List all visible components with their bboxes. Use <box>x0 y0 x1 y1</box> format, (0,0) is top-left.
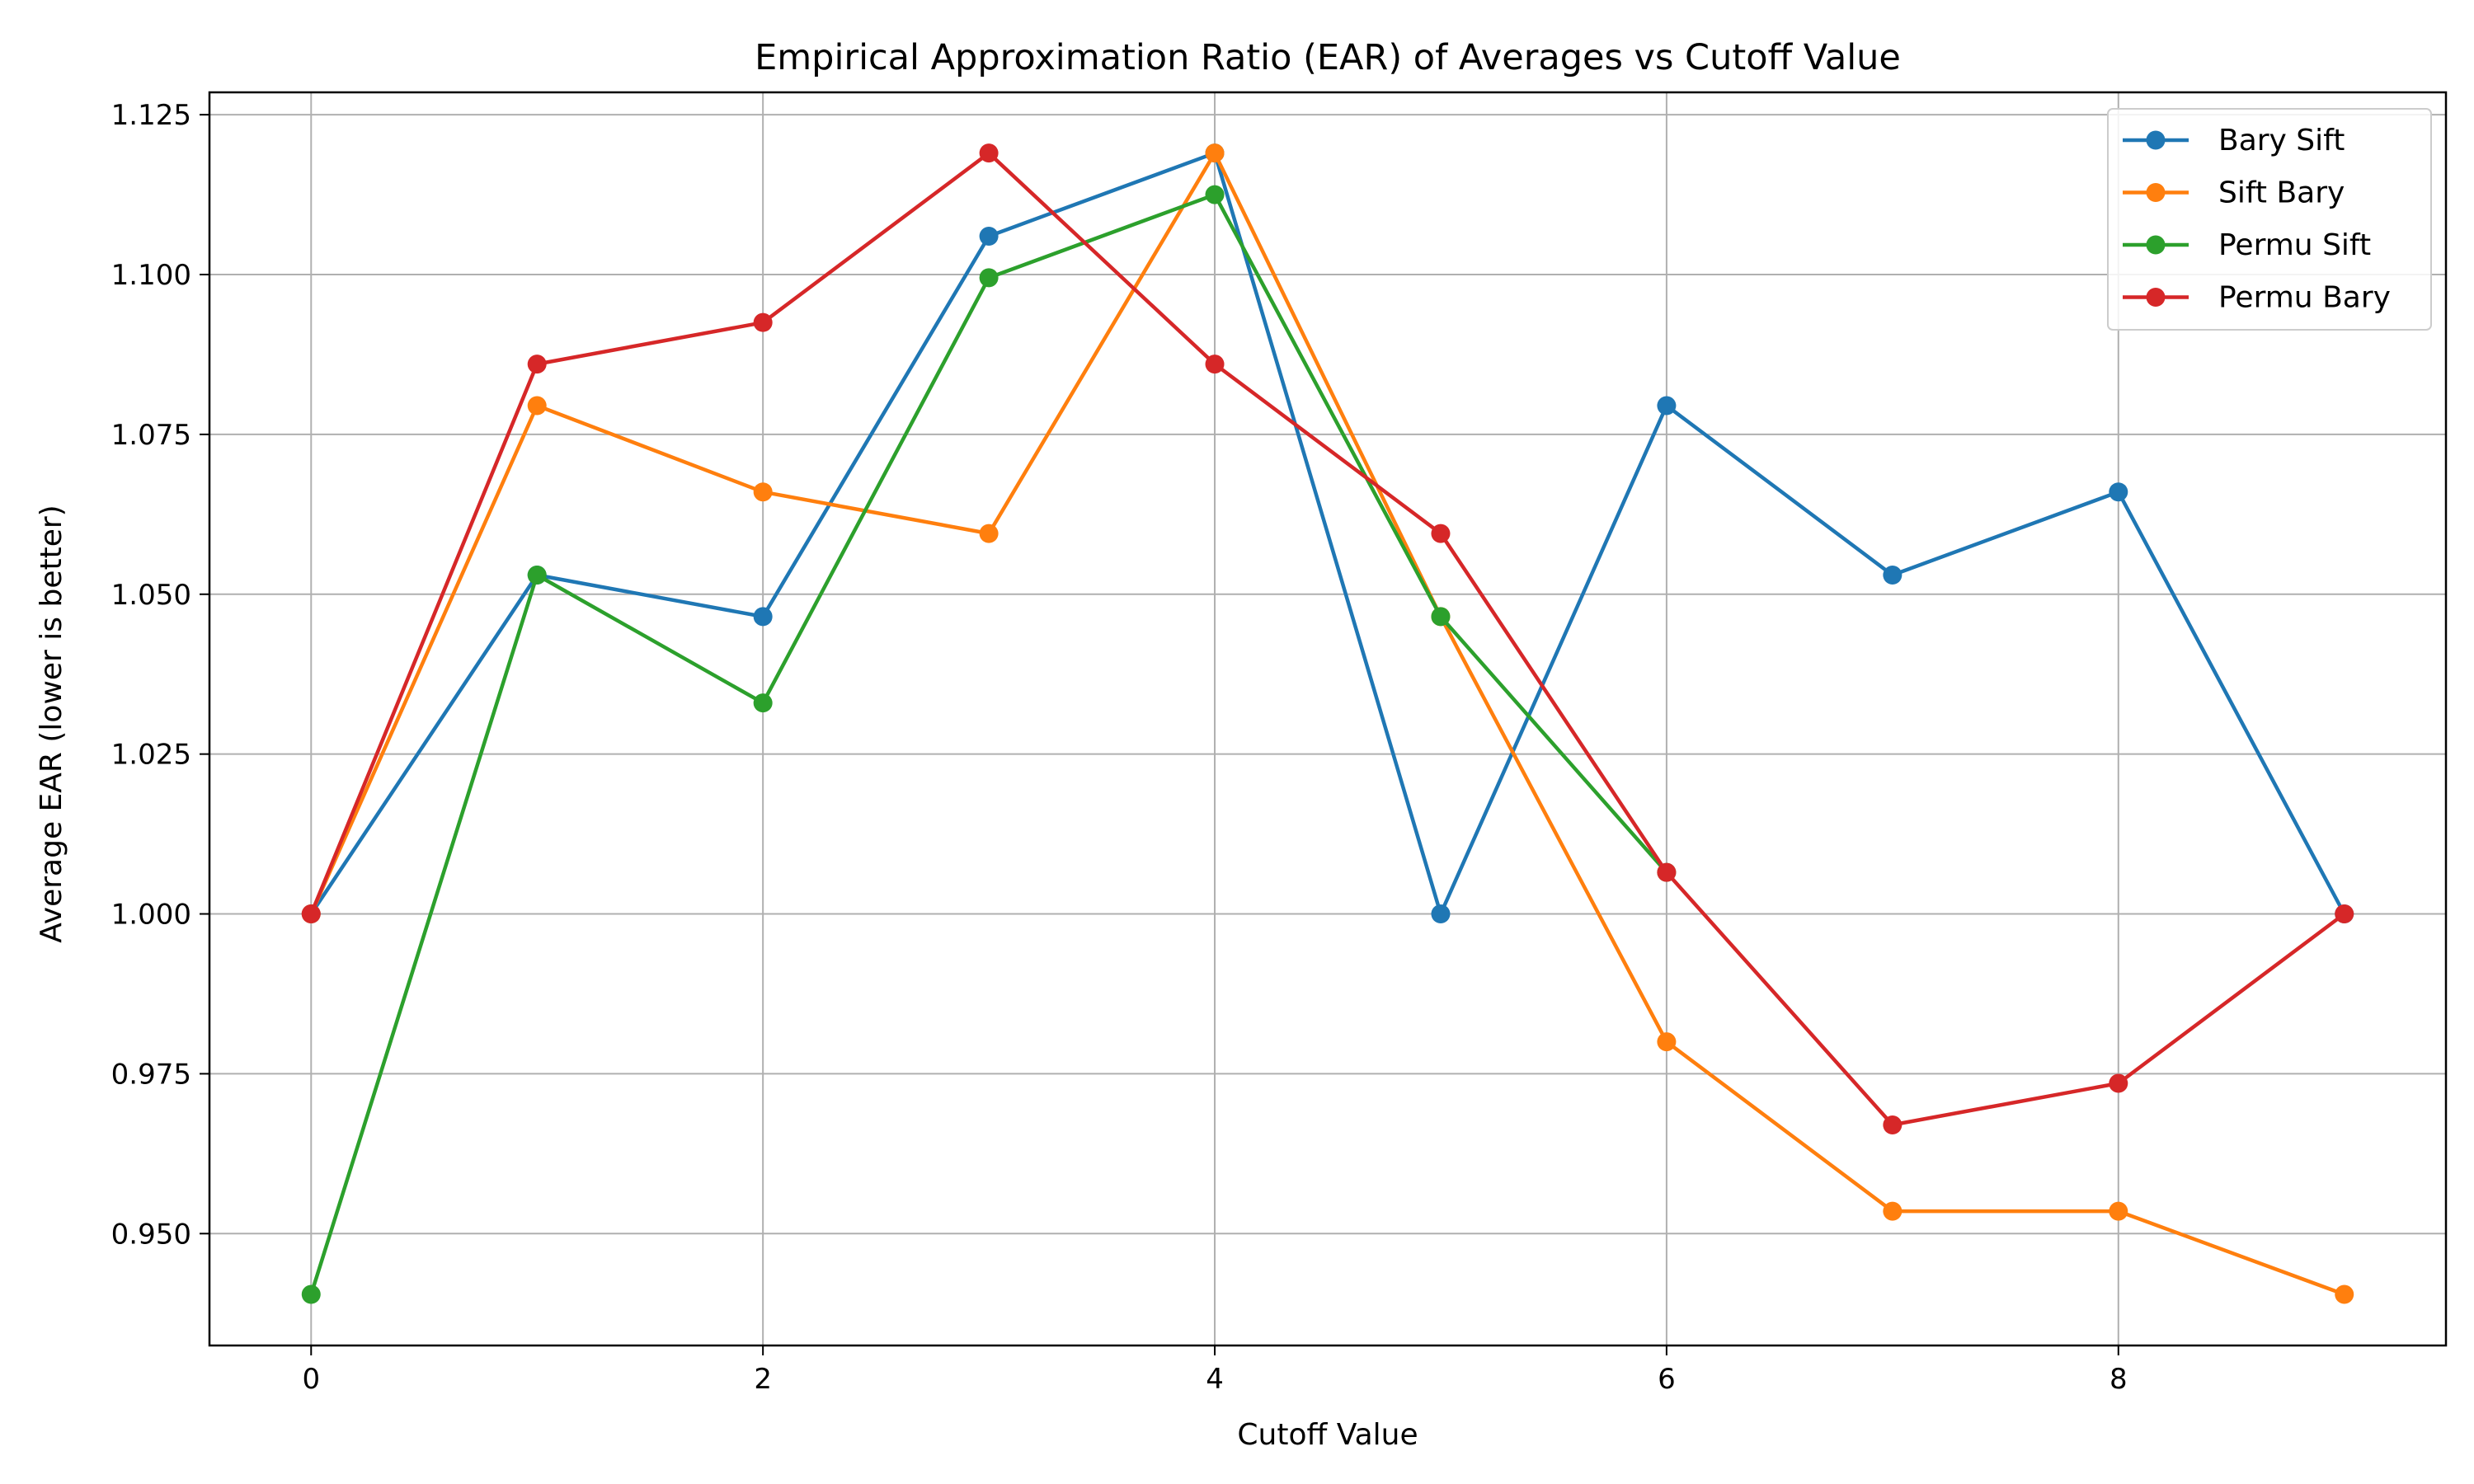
x-axis-label: Cutoff Value <box>1237 1418 1418 1452</box>
y-axis-ticks: 0.950 0.975 1.000 1.025 1.050 1.075 1.100 1.125 <box>111 99 209 1251</box>
data-point-sift-bary <box>1883 1201 1903 1221</box>
y-tick-label: 1.075 <box>111 419 191 452</box>
y-axis-label: Average EAR (lower is better) <box>35 505 68 942</box>
data-point-permu-bary <box>753 312 773 332</box>
legend-item-bary-sift: Bary Sift <box>2123 124 2345 157</box>
x-tick-label: 6 <box>1658 1363 1676 1396</box>
legend: Bary Sift Sift Bary Permu Sift Permu Bary <box>2107 108 2432 331</box>
data-point-permu-sift <box>527 566 547 585</box>
series-sift-bary <box>301 143 2354 1304</box>
legend-box <box>2107 108 2432 331</box>
data-point-sift-bary <box>2109 1201 2128 1221</box>
data-point-permu-sift <box>1205 185 1225 204</box>
data-point-permu-bary <box>1205 355 1225 374</box>
data-point-sift-bary <box>1657 1032 1677 1052</box>
data-point-permu-bary <box>301 904 321 924</box>
y-tick-label: 1.100 <box>111 259 191 292</box>
data-point-permu-sift <box>753 693 773 713</box>
legend-label: Bary Sift <box>2218 124 2345 157</box>
y-tick-label: 1.125 <box>111 99 191 132</box>
legend-swatch-marker <box>2146 130 2166 150</box>
data-point-bary-sift <box>2109 482 2128 502</box>
data-point-bary-sift <box>753 607 773 627</box>
legend-swatch-marker <box>2146 235 2166 255</box>
data-point-permu-bary <box>1657 862 1677 882</box>
series-line-permu-bary <box>309 151 2346 1127</box>
plot-area-frame <box>208 91 2448 1347</box>
data-point-bary-sift <box>1431 904 1451 924</box>
data-point-permu-bary <box>979 143 999 163</box>
legend-swatch-marker <box>2146 288 2166 307</box>
data-point-permu-bary <box>1883 1115 1903 1134</box>
data-point-bary-sift <box>1883 566 1903 585</box>
legend-item-permu-bary: Permu Bary <box>2123 281 2391 315</box>
y-tick-label: 1.025 <box>111 739 191 772</box>
legend-item-permu-sift: Permu Sift <box>2123 228 2371 262</box>
legend-label: Sift Bary <box>2218 176 2345 210</box>
data-point-permu-bary <box>527 355 547 374</box>
y-tick-label: 1.000 <box>111 899 191 932</box>
series-line-bary-sift <box>309 151 2346 916</box>
x-tick-label: 8 <box>2109 1363 2128 1396</box>
series-group <box>301 143 2354 1304</box>
y-tick-label: 1.050 <box>111 579 191 612</box>
x-axis-ticks: 0 2 4 6 8 <box>302 1345 2128 1396</box>
data-point-permu-bary <box>2335 904 2354 924</box>
y-tick-label: 0.950 <box>111 1218 191 1251</box>
series-permu-bary <box>301 143 2354 1134</box>
legend-item-sift-bary: Sift Bary <box>2123 176 2345 210</box>
x-tick-label: 0 <box>302 1363 320 1396</box>
data-point-bary-sift <box>1657 396 1677 416</box>
legend-swatch-marker <box>2146 183 2166 202</box>
data-point-permu-sift <box>979 268 999 288</box>
data-point-permu-sift <box>1431 607 1451 627</box>
grid-lines <box>209 92 2446 1345</box>
y-tick-label: 0.975 <box>111 1058 191 1091</box>
legend-label: Permu Bary <box>2218 281 2391 315</box>
data-point-sift-bary <box>527 396 547 416</box>
data-point-permu-bary <box>2109 1073 2128 1093</box>
data-point-sift-bary <box>1205 143 1225 163</box>
data-point-permu-bary <box>1431 524 1451 543</box>
series-line-sift-bary <box>309 151 2345 1297</box>
series-permu-sift <box>301 185 1677 1304</box>
data-point-sift-bary <box>2335 1284 2354 1304</box>
data-point-sift-bary <box>979 524 999 543</box>
chart-title: Empirical Approximation Ratio (EAR) of A… <box>755 37 1901 78</box>
data-point-sift-bary <box>753 482 773 502</box>
x-tick-label: 4 <box>1206 1363 1224 1396</box>
legend-label: Permu Sift <box>2218 228 2371 262</box>
data-point-bary-sift <box>979 226 999 246</box>
x-tick-label: 2 <box>754 1363 772 1396</box>
data-point-permu-sift <box>301 1284 321 1304</box>
